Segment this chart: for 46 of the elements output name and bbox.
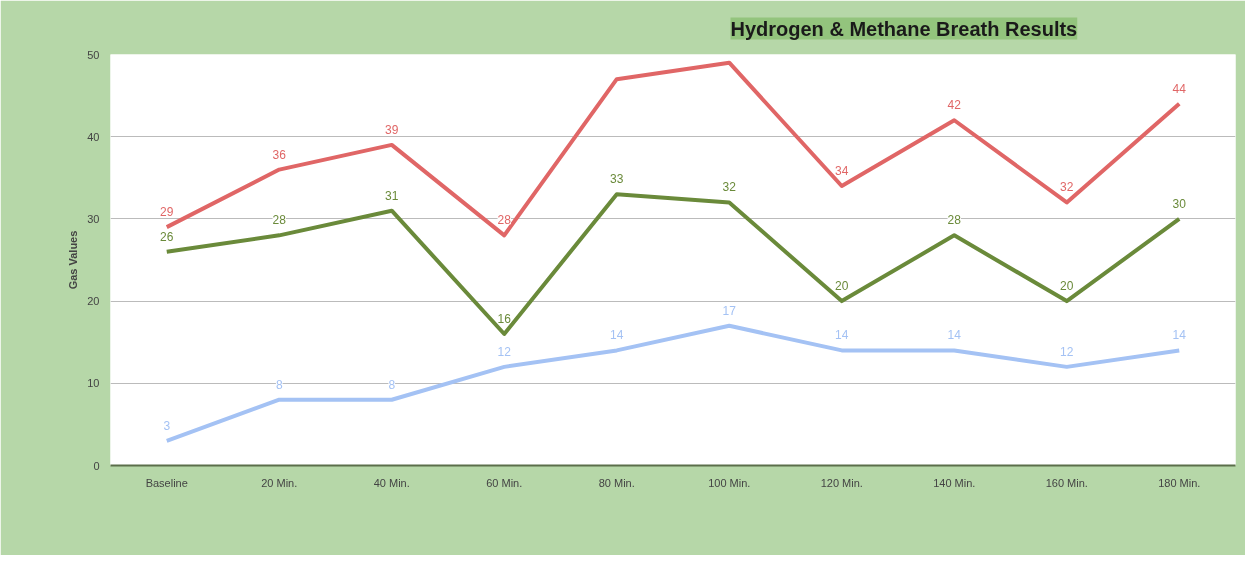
data-label: 14 xyxy=(1172,328,1187,343)
data-label: 44 xyxy=(1172,81,1187,96)
data-label: 39 xyxy=(385,122,399,137)
x-tick-label: 60 Min. xyxy=(486,476,523,489)
x-tick-label: 140 Min. xyxy=(933,476,976,489)
chart-title: Hydrogen & Methane Breath Results xyxy=(730,17,1078,40)
data-label: 14 xyxy=(835,328,849,343)
data-label: 20 xyxy=(1060,279,1074,294)
y-tick-label: 40 xyxy=(87,130,100,143)
x-tick-label: 160 Min. xyxy=(1045,476,1088,489)
data-label: 16 xyxy=(497,311,512,326)
data-label: 32 xyxy=(722,180,737,195)
data-label: 32 xyxy=(1060,180,1074,195)
y-tick-label: 20 xyxy=(87,295,100,308)
data-label: 20 xyxy=(835,279,849,294)
data-label: 3 xyxy=(163,418,171,433)
data-label: 33 xyxy=(610,172,624,187)
data-label: 28 xyxy=(272,213,287,228)
data-label: 8 xyxy=(275,377,283,392)
data-label: 42 xyxy=(947,98,962,113)
x-tick-label: 20 Min. xyxy=(261,476,298,489)
x-tick-label: 40 Min. xyxy=(373,476,410,489)
data-label: 28 xyxy=(497,213,512,228)
y-tick-label: 0 xyxy=(93,459,100,472)
x-tick-label: 180 Min. xyxy=(1158,476,1201,489)
x-tick-label: 100 Min. xyxy=(708,476,751,489)
data-label: 17 xyxy=(722,303,737,318)
data-label: 28 xyxy=(947,213,962,228)
x-tick-label: 80 Min. xyxy=(598,476,635,489)
y-tick-label: 30 xyxy=(87,212,100,225)
data-label: 14 xyxy=(610,328,624,343)
data-label: 34 xyxy=(835,164,849,179)
y-tick-label: 10 xyxy=(87,377,100,390)
y-axis-title: Gas Values xyxy=(67,230,80,290)
data-label: 29 xyxy=(160,205,174,220)
data-label: 12 xyxy=(1060,344,1074,359)
data-label: 26 xyxy=(160,229,174,244)
data-label: 8 xyxy=(388,377,396,392)
data-label: 36 xyxy=(272,147,287,162)
y-tick-label: 50 xyxy=(87,48,100,61)
data-label: 31 xyxy=(385,188,399,203)
data-label: 30 xyxy=(1172,196,1187,211)
data-label: 14 xyxy=(947,328,962,343)
x-tick-label: Baseline xyxy=(145,476,188,489)
data-label: 12 xyxy=(497,344,512,359)
x-tick-label: 120 Min. xyxy=(820,476,863,489)
